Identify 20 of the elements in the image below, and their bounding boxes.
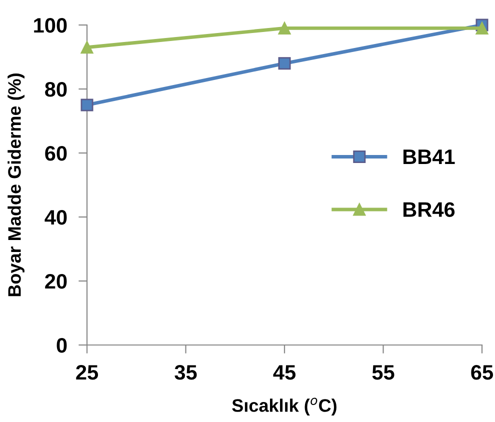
point	[80, 41, 94, 54]
y-tick-label: 40	[44, 210, 67, 225]
point	[278, 57, 291, 70]
x-tick-label: 45	[273, 365, 296, 380]
y-tick-label: 20	[45, 274, 67, 289]
y-tick-label: 80	[45, 82, 67, 97]
y-axis-title: Boyar Madde Giderme (%)	[8, 74, 24, 296]
x-tick-label: 55	[372, 365, 394, 380]
x-tick-label: 35	[174, 364, 197, 380]
y-tick-label: 100	[34, 18, 67, 33]
legend-label: BB41	[403, 150, 455, 164]
point	[476, 22, 488, 34]
point	[278, 22, 291, 34]
y-tick-label: 0	[56, 338, 67, 353]
legend-label: BR46	[403, 202, 455, 217]
x-tick-label: 65	[471, 364, 494, 380]
point	[80, 98, 94, 112]
x-axis-title: Sıcaklık ($^{o}$C)	[232, 398, 336, 416]
x-tick-label: 25	[76, 364, 98, 380]
y-tick-label: 60	[45, 146, 67, 161]
